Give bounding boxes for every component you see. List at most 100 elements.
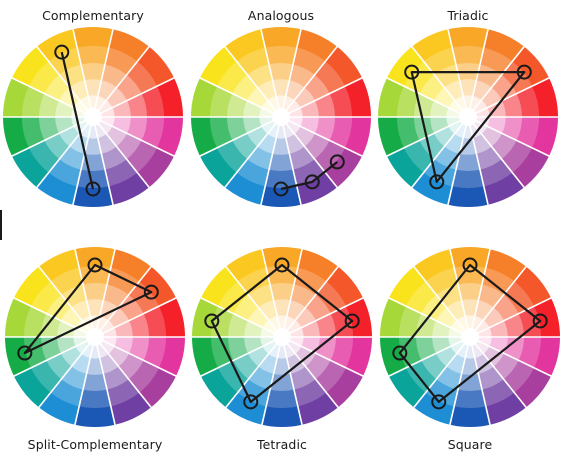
wheel-segment [463,117,473,139]
wheel-divider [387,336,471,378]
wheel-divider [469,336,553,378]
wheel-divider [224,265,283,338]
wheel-title-split-complementary: Split-Complementary [27,437,163,452]
harmony-marker [344,313,360,329]
wheel-divider [448,248,471,338]
wheel-divider [385,76,469,118]
wheel-divider [412,336,471,409]
wheel-segment [277,315,287,337]
page-left-edge-mark [0,210,2,240]
wheel-divider [199,296,283,338]
wheel-divider [467,116,551,158]
wheel-divider [94,336,117,426]
harmony-shape [23,263,153,355]
wheel-divider [94,336,178,378]
wheel-divider [467,76,551,118]
wheel-divider [281,336,365,378]
wheel-segment [90,337,100,359]
wheel-divider [92,116,151,189]
harmony-marker [462,257,478,273]
harmony-shape [410,71,526,183]
wheel-divider [467,116,526,189]
wheel-divider [281,265,340,338]
wheel-divider [260,248,283,338]
color-wheel-complementary [2,27,184,207]
harmony-marker [273,181,289,197]
wheel-divider [224,336,283,409]
wheel-segment [465,337,475,359]
wheel-segment [463,95,473,117]
wheel-divider [92,28,115,118]
harmony-marker [429,174,445,190]
harmony-shape [60,51,95,190]
wheel-divider [223,45,282,118]
wheel-divider [10,76,94,118]
wheel-divider [281,296,365,338]
harmony-marker [392,345,408,361]
color-wheel-analogous [190,27,372,207]
wheel-divider [73,248,96,338]
wheel-divider [280,76,364,118]
wheel-divider [281,336,340,409]
color-wheel-split-complementary [4,247,186,427]
wheel-divider [469,248,492,338]
wheel-divider [469,336,492,426]
wheel-divider [410,116,469,189]
wheel-divider [92,45,151,118]
wheel-segment [276,117,286,139]
wheel-divider [410,45,469,118]
harmony-marker [243,394,259,410]
wheel-divider [260,336,283,426]
wheel-title-complementary: Complementary [42,8,144,23]
harmony-marker [143,284,159,300]
harmony-shape [210,263,354,403]
wheel-divider [94,336,153,409]
wheel-divider [71,116,94,206]
wheel-divider [280,45,339,118]
harmony-shape [280,161,338,191]
wheel-divider [223,116,282,189]
harmony-marker [431,394,447,410]
wheel-divider [259,116,282,206]
wheel-divider [467,116,490,206]
wheel-divider [280,116,364,158]
harmony-marker [17,345,33,361]
wheel-divider [92,76,176,118]
wheel-divider [35,45,94,118]
wheel-segment [88,117,98,139]
wheel-divider [280,28,303,118]
wheel-divider [448,336,471,426]
wheel-divider [71,28,94,118]
wheel-divider [12,336,96,378]
wheel-divider [94,248,117,338]
harmony-marker [329,154,345,170]
wheel-divider [259,28,282,118]
wheel-segment [465,315,475,337]
harmony-marker [54,44,70,60]
wheel-title-triadic: Triadic [447,8,489,23]
wheel-divider [199,336,283,378]
harmony-marker [85,181,101,197]
wheel-divider [10,116,94,158]
wheel-divider [469,265,528,338]
wheel-divider [280,116,303,206]
wheel-segment [276,95,286,117]
wheel-divider [280,116,339,189]
harmony-marker [304,174,320,190]
harmony-marker [274,257,290,273]
wheel-divider [469,336,528,409]
wheel-divider [94,265,153,338]
harmony-marker [204,313,220,329]
color-wheel-square [379,247,561,427]
wheel-divider [198,76,282,118]
wheel-divider [467,45,526,118]
harmony-marker [516,64,532,80]
wheel-title-square: Square [447,437,493,452]
wheel-divider [37,336,96,409]
wheel-divider [92,116,176,158]
harmony-shape [398,263,542,403]
harmony-marker [404,64,420,80]
color-wheel-tetradic [191,247,373,427]
wheel-divider [281,336,304,426]
